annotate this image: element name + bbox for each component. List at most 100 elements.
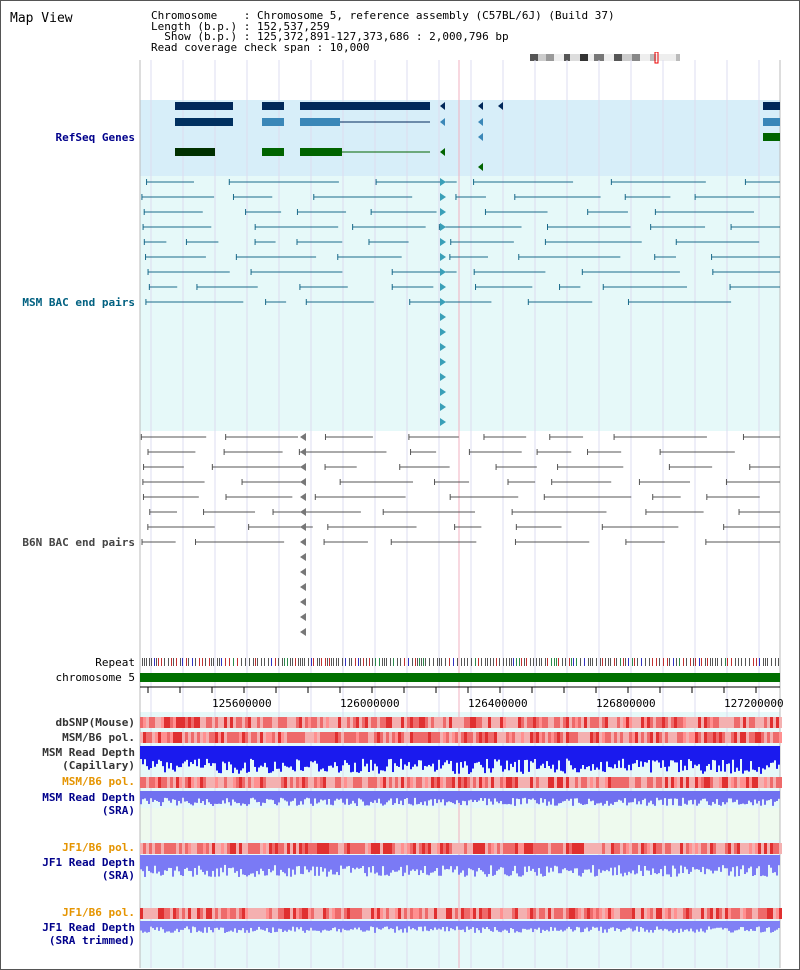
depth-bar: [706, 855, 708, 869]
heat-cell: [335, 908, 338, 919]
depth-bar: [416, 921, 418, 931]
depth-bar: [756, 855, 758, 869]
depth-bar: [438, 746, 440, 760]
heat-cell: [710, 717, 713, 728]
heat-cell: [317, 732, 320, 743]
depth-bar: [634, 855, 636, 875]
heat-cell: [548, 732, 551, 743]
repeat-mark: [745, 658, 746, 666]
depth-bar: [412, 791, 414, 806]
depth-bar: [700, 921, 702, 929]
depth-bar: [178, 746, 180, 768]
heat-cell: [614, 717, 617, 728]
depth-bar: [418, 746, 420, 761]
heat-cell: [692, 843, 695, 854]
track-label-refseq[interactable]: RefSeq Genes: [55, 131, 135, 144]
heat-cell: [488, 717, 491, 728]
heat-cell: [452, 777, 455, 788]
depth-bar: [228, 791, 230, 803]
depth-bar: [676, 746, 678, 763]
depth-bar: [424, 791, 426, 802]
heat-cell: [635, 843, 638, 854]
depth-bar: [452, 791, 454, 804]
heat-cell: [734, 843, 737, 854]
depth-bar: [406, 746, 408, 766]
depth-bar: [470, 791, 472, 800]
depth-bar: [232, 921, 234, 932]
depth-bar: [728, 746, 730, 764]
ideogram-band: [538, 54, 546, 61]
depth-bar: [364, 746, 366, 767]
depth-bar: [230, 921, 232, 931]
depth-bar: [488, 746, 490, 769]
depth-bar: [578, 746, 580, 773]
heat-cell: [311, 717, 314, 728]
heat-cell: [476, 717, 479, 728]
heat-cell: [239, 732, 242, 743]
depth-bar: [334, 855, 336, 875]
track-label-b6n-bac[interactable]: B6N BAC end pairs: [22, 536, 135, 549]
heat-cell: [215, 908, 218, 919]
depth-bar: [430, 791, 432, 800]
heat-cell: [308, 777, 311, 788]
depth-bar: [162, 855, 164, 875]
heat-cell: [752, 777, 755, 788]
depth-bar: [706, 791, 708, 802]
repeat-mark: [415, 658, 416, 666]
repeat-mark: [180, 658, 181, 666]
heat-cell: [770, 908, 773, 919]
depth-bar: [368, 791, 370, 806]
depth-bar: [756, 921, 758, 928]
heat-cell: [290, 908, 293, 919]
heat-cell: [350, 732, 353, 743]
repeat-mark: [464, 658, 465, 666]
depth-bar: [464, 921, 466, 933]
heat-cell: [341, 777, 344, 788]
heat-cell: [695, 777, 698, 788]
heat-cell: [563, 908, 566, 919]
heat-cell: [164, 777, 167, 788]
depth-bar: [686, 746, 688, 771]
heat-cell: [632, 843, 635, 854]
repeat-mark: [596, 658, 597, 666]
depth-bar: [420, 791, 422, 803]
depth-bar: [278, 791, 280, 803]
depth-bar: [718, 855, 720, 868]
depth-bar: [218, 746, 220, 773]
depth-bar: [356, 921, 358, 930]
heat-cell: [167, 843, 170, 854]
heat-cell: [314, 908, 317, 919]
repeat-mark: [205, 658, 206, 666]
heat-cell: [722, 908, 725, 919]
depth-bar: [196, 791, 198, 803]
heat-cell: [173, 843, 176, 854]
depth-bar: [314, 855, 316, 876]
depth-bar: [404, 746, 406, 765]
depth-bar: [608, 791, 610, 806]
heat-cell: [524, 732, 527, 743]
heat-cell: [614, 908, 617, 919]
depth-bar: [302, 746, 304, 771]
repeat-mark: [545, 658, 546, 666]
depth-bar: [362, 746, 364, 759]
depth-bar: [534, 921, 536, 929]
heat-cell: [455, 843, 458, 854]
heat-cell: [710, 843, 713, 854]
depth-bar: [500, 746, 502, 766]
depth-bar: [642, 921, 644, 929]
depth-bar: [174, 855, 176, 871]
heat-cell: [728, 908, 731, 919]
heat-cell: [287, 717, 290, 728]
bac-arrow: [300, 463, 306, 471]
chromosome-ideogram[interactable]: [530, 52, 685, 64]
heat-cell: [761, 777, 764, 788]
heat-cell: [617, 732, 620, 743]
depth-bar: [272, 855, 274, 871]
track-label-msm-bac[interactable]: MSM BAC end pairs: [22, 296, 135, 309]
heat-cell: [581, 732, 584, 743]
heat-cell: [335, 843, 338, 854]
heat-cell: [539, 732, 542, 743]
repeat-mark: [245, 658, 246, 666]
heat-cell: [683, 908, 686, 919]
